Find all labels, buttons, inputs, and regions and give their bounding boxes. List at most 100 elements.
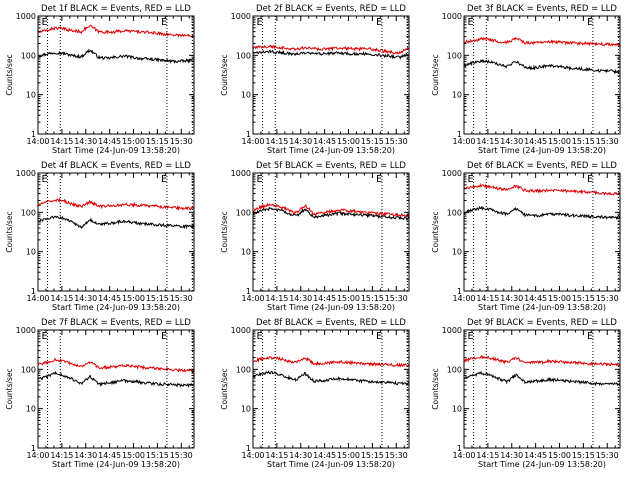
y-axis-label: Counts/sec — [5, 54, 14, 95]
y-tick-label: 1 — [457, 444, 462, 453]
marker-label: E — [468, 331, 474, 342]
series-lld-line — [38, 197, 195, 211]
x-tick-label: 14:30 — [74, 294, 97, 303]
chart-panel: Det 4f BLACK = Events, RED = LLD E E 1 10 100… — [5, 161, 195, 312]
plot-frame — [463, 172, 621, 292]
series-lld-line — [463, 355, 621, 367]
marker-label: E — [468, 174, 474, 185]
chart-title: Det 8f BLACK = Events, RED = LLD — [256, 318, 406, 328]
x-tick-label: 14:00 — [241, 451, 264, 460]
series-events-line — [252, 49, 410, 60]
y-tick-label: 1000 — [16, 12, 36, 21]
x-tick-label: 14:15 — [476, 294, 499, 303]
plot-frame — [252, 329, 410, 449]
chart-panel: Det 5f BLACK = Events, RED = LLD E E 1 10 100… — [220, 161, 410, 312]
y-tick-label: 1000 — [442, 12, 462, 21]
chart-title: Det 2f BLACK = Events, RED = LLD — [256, 4, 406, 14]
x-tick-label: 15:30 — [385, 451, 408, 460]
chart-panel: Det 7f BLACK = Events, RED = LLD E E 1 10 100… — [5, 318, 195, 469]
x-axis-label: Start Time (24-Jun-09 13:58:20) — [52, 146, 180, 155]
x-tick-label: 14:30 — [289, 294, 312, 303]
x-tick-label: 14:45 — [98, 294, 121, 303]
x-tick-label: 15:15 — [572, 294, 595, 303]
x-tick-label: 15:15 — [146, 137, 169, 146]
x-tick-label: 14:00 — [26, 451, 49, 460]
y-tick-label: 100 — [236, 365, 251, 374]
x-tick-label: 14:30 — [74, 451, 97, 460]
x-tick-label: 14:15 — [50, 137, 73, 146]
y-tick-label: 100 — [236, 51, 251, 60]
series-events-line — [37, 48, 195, 65]
x-tick-label: 15:30 — [596, 451, 619, 460]
x-axis-label: Start Time (24-Jun-09 13:58:20) — [267, 460, 395, 469]
y-tick-label: 10 — [26, 248, 36, 257]
x-tick-label: 14:30 — [289, 137, 312, 146]
y-tick-label: 10 — [26, 91, 36, 100]
marker-label: E — [42, 331, 48, 342]
x-tick-label: 15:15 — [146, 294, 169, 303]
x-tick-label: 14:00 — [452, 137, 475, 146]
plot-frame — [463, 329, 621, 449]
x-tick-label: 15:30 — [170, 451, 193, 460]
panel-grid: Det 1f BLACK = Events, RED = LLD E E 1 10 100… — [5, 4, 621, 469]
plot-frame — [37, 15, 195, 135]
x-tick-label: 14:45 — [98, 137, 121, 146]
series-events-line — [37, 215, 194, 230]
y-tick-label: 10 — [241, 91, 251, 100]
x-tick-label: 15:30 — [596, 137, 619, 146]
x-tick-label: 15:30 — [385, 294, 408, 303]
marker-label: E — [42, 174, 48, 185]
plot-frame — [37, 172, 195, 292]
y-tick-label: 1 — [31, 287, 36, 296]
y-tick-label: 1 — [246, 287, 251, 296]
x-axis-label: Start Time (24-Jun-09 13:58:20) — [478, 460, 606, 469]
x-axis-label: Start Time (24-Jun-09 13:58:20) — [52, 460, 180, 469]
y-tick-label: 1 — [457, 287, 462, 296]
y-tick-label: 1 — [31, 130, 36, 139]
x-axis-label: Start Time (24-Jun-09 13:58:20) — [52, 303, 180, 312]
y-tick-label: 100 — [21, 208, 36, 217]
series-events-line — [252, 370, 410, 386]
x-tick-label: 15:00 — [548, 294, 571, 303]
x-tick-label: 15:30 — [170, 294, 193, 303]
marker-label: E — [587, 331, 593, 342]
marker-label: E — [161, 17, 167, 28]
marker-label: E — [587, 174, 593, 185]
chart-panel: Det 8f BLACK = Events, RED = LLD E E 1 10 100… — [220, 318, 410, 469]
series-events-line — [252, 206, 410, 221]
x-tick-label: 14:45 — [524, 137, 547, 146]
chart-title: Det 5f BLACK = Events, RED = LLD — [256, 161, 406, 171]
y-axis-label: Counts/sec — [431, 211, 440, 252]
x-tick-label: 15:00 — [337, 451, 360, 460]
x-tick-label: 14:15 — [265, 294, 288, 303]
plot-frame — [463, 15, 621, 135]
y-tick-label: 1000 — [16, 169, 36, 178]
x-tick-label: 15:15 — [572, 137, 595, 146]
chart-title: Det 4f BLACK = Events, RED = LLD — [41, 161, 191, 171]
y-axis-label: Counts/sec — [431, 54, 440, 95]
x-tick-label: 15:15 — [361, 137, 384, 146]
x-tick-label: 14:45 — [524, 451, 547, 460]
y-tick-label: 1000 — [231, 169, 251, 178]
x-tick-label: 15:00 — [122, 137, 145, 146]
x-tick-label: 15:15 — [361, 451, 384, 460]
y-tick-label: 100 — [21, 51, 36, 60]
y-tick-label: 10 — [241, 405, 251, 414]
x-tick-label: 14:00 — [26, 294, 49, 303]
x-tick-label: 15:00 — [337, 137, 360, 146]
y-tick-label: 100 — [236, 208, 251, 217]
x-tick-label: 15:00 — [337, 294, 360, 303]
series-lld-line — [37, 24, 195, 39]
x-tick-label: 15:15 — [361, 294, 384, 303]
y-tick-label: 1000 — [231, 12, 251, 21]
y-axis-label: Counts/sec — [5, 368, 14, 409]
x-tick-label: 14:45 — [98, 451, 121, 460]
x-tick-label: 14:15 — [476, 137, 499, 146]
x-tick-label: 14:30 — [500, 137, 523, 146]
chart-panel: Det 2f BLACK = Events, RED = LLD E E 1 10 100… — [220, 4, 410, 155]
marker-label: E — [468, 17, 474, 28]
y-tick-label: 10 — [452, 248, 462, 257]
y-tick-label: 1 — [31, 444, 36, 453]
chart-title: Det 7f BLACK = Events, RED = LLD — [41, 318, 191, 328]
plot-frame — [37, 329, 195, 449]
